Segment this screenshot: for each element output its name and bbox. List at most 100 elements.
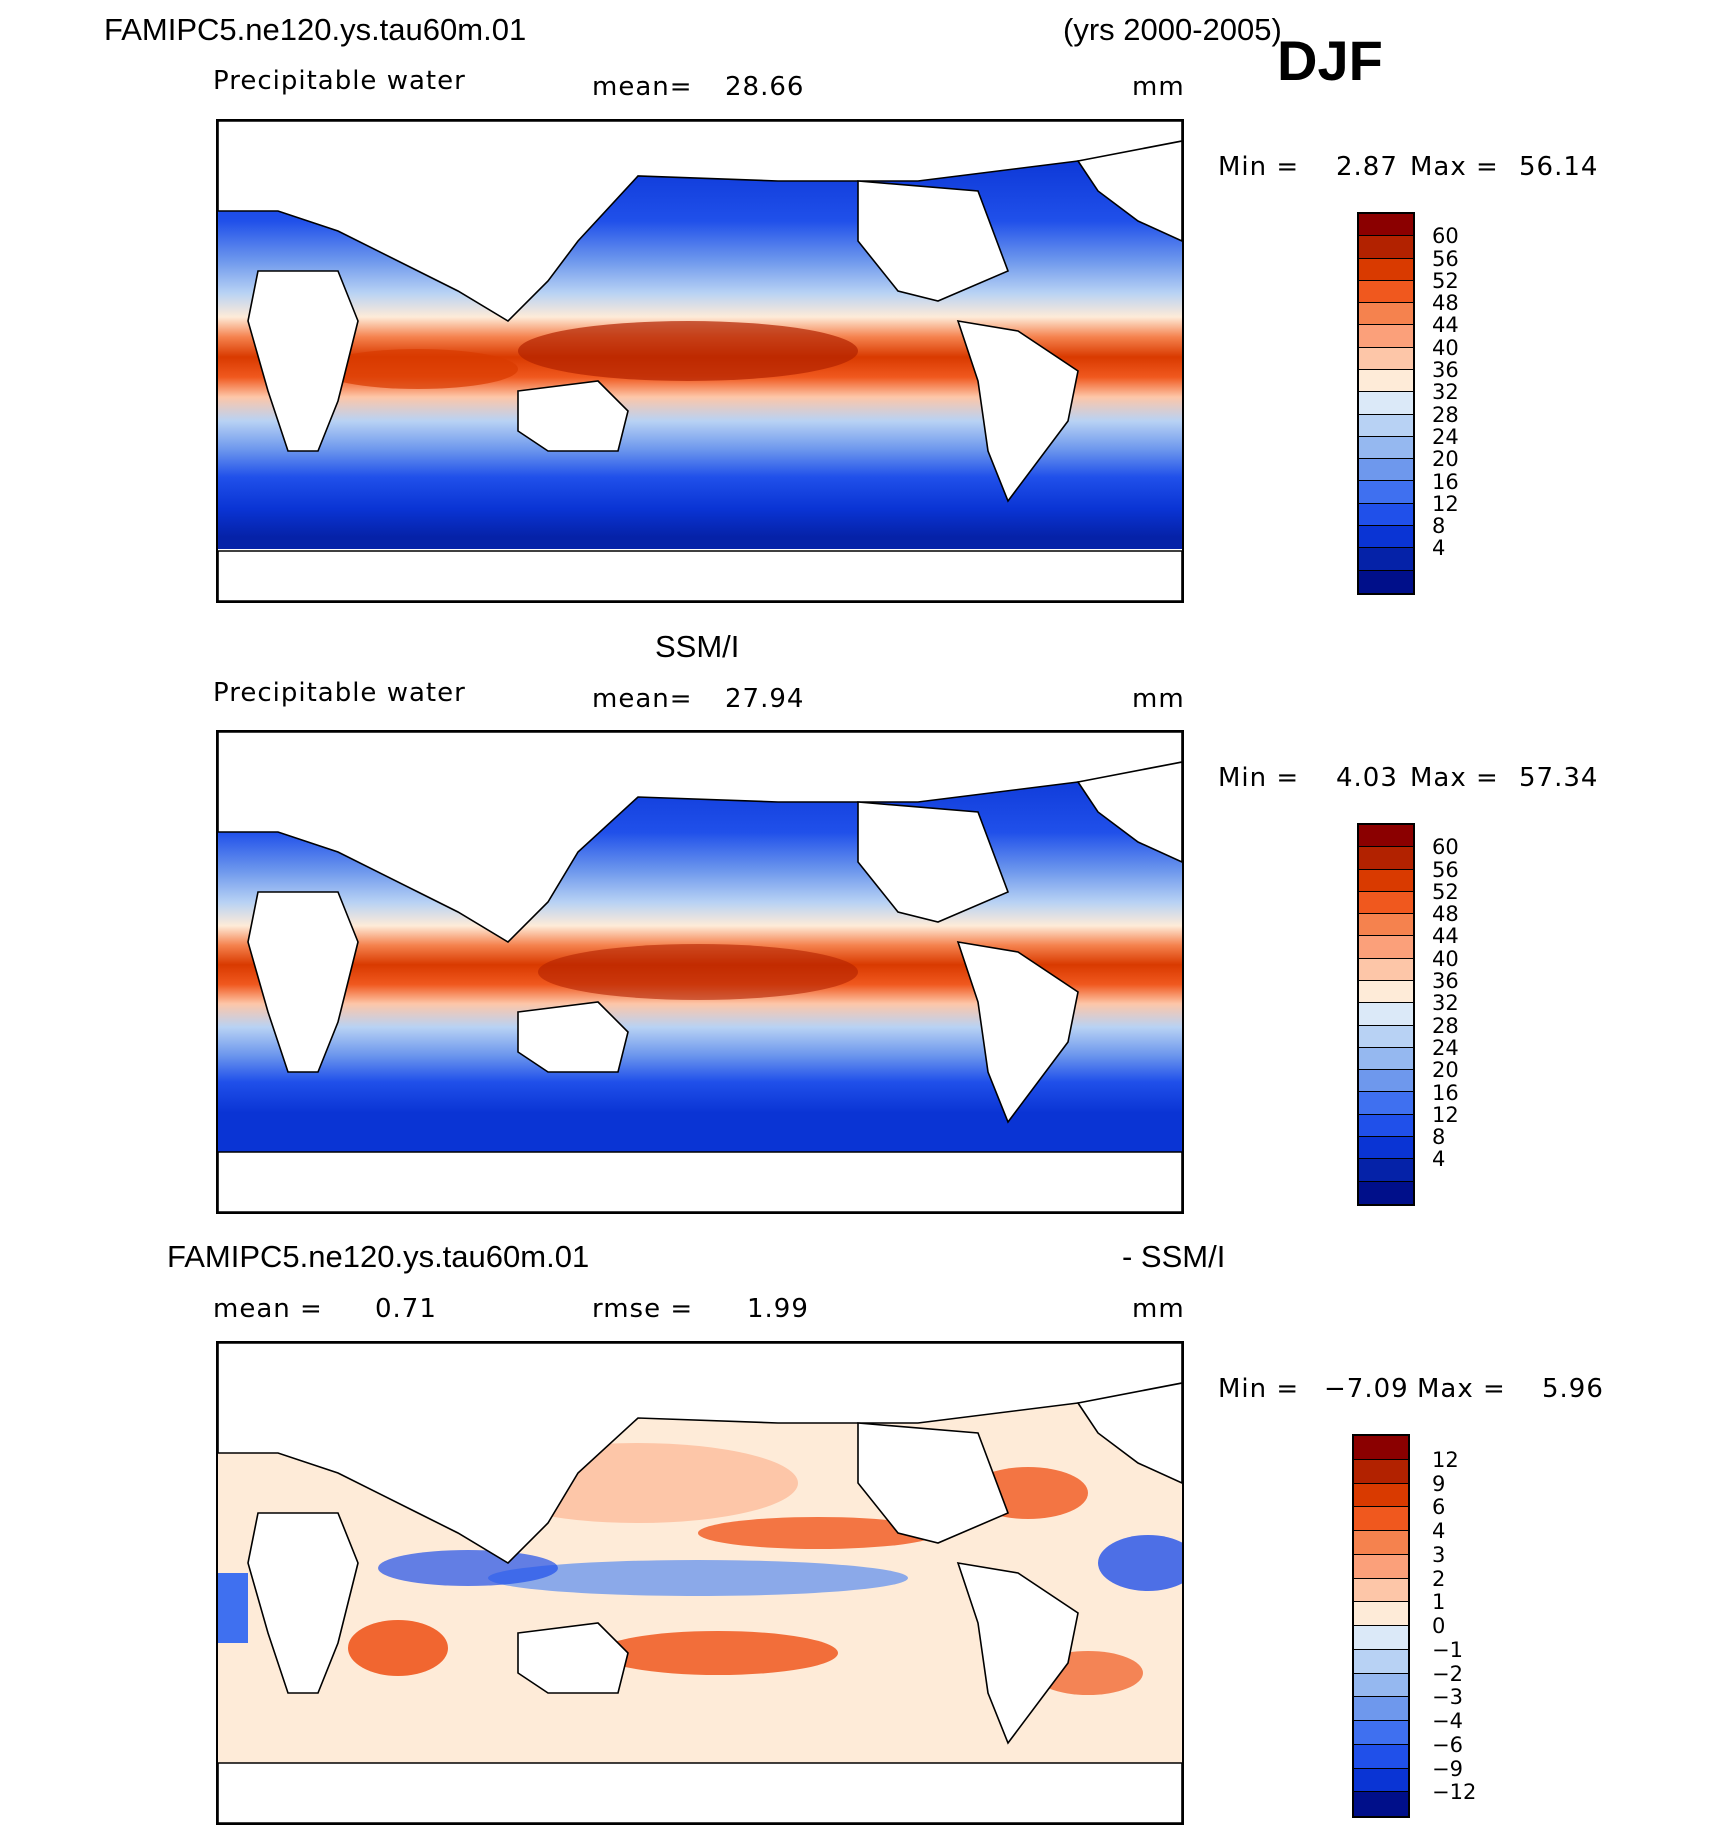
colorbar-swatch	[1354, 1768, 1408, 1793]
colorbar-swatch	[1354, 1507, 1408, 1531]
colorbar-swatch	[1359, 958, 1413, 981]
colorbar-swatch	[1359, 1136, 1413, 1160]
colorbar-swatch	[1354, 1436, 1408, 1460]
colorbar-swatch	[1359, 369, 1413, 393]
colorbar-tick-label: 52	[1432, 268, 1459, 293]
colorbar-swatch	[1359, 847, 1413, 870]
panel3-max-value: 5.96	[1542, 1374, 1604, 1404]
panel3-title-right: - SSM/I	[1122, 1239, 1226, 1274]
colorbar-swatch	[1359, 1070, 1413, 1093]
colorbar-tick-label: 44	[1432, 313, 1459, 338]
colorbar-swatch	[1359, 1047, 1413, 1071]
colorbar-swatch	[1359, 1181, 1413, 1204]
colorbar-tick-label: 28	[1432, 402, 1459, 427]
colorbar-swatch	[1359, 325, 1413, 348]
panel1-max-label: Max =	[1410, 152, 1499, 182]
colorbar-tick-label: 8	[1432, 1125, 1446, 1150]
panel3-title-left: FAMIPC5.ne120.ys.tau60m.01	[167, 1239, 590, 1274]
colorbar-swatch	[1354, 1744, 1408, 1769]
colorbar-tick-label: 20	[1432, 447, 1459, 472]
colorbar-swatch	[1359, 214, 1413, 237]
colorbar-tick-label: 3	[1432, 1542, 1446, 1567]
colorbar-swatch	[1359, 347, 1413, 370]
panel1-variable: Precipitable water	[213, 66, 466, 96]
panel1-warm-pool	[518, 321, 858, 381]
panel2-land	[218, 732, 1182, 1212]
colorbar-tick-label: 1	[1432, 1590, 1446, 1615]
panel3-units: mm	[1132, 1294, 1185, 1324]
colorbar-tick-label: −12	[1432, 1780, 1477, 1805]
panel1-land	[218, 121, 1182, 601]
panel3-min-value: −7.09	[1324, 1374, 1409, 1404]
panel3-spcz-pos	[598, 1631, 838, 1675]
colorbar-tick-label: 8	[1432, 514, 1446, 539]
season-label: DJF	[1277, 29, 1383, 92]
panel2-mean-value: 27.94	[725, 684, 805, 714]
colorbar-swatch	[1354, 1697, 1408, 1721]
colorbar-swatch	[1354, 1626, 1408, 1650]
colorbar-tick-label: 12	[1432, 1447, 1459, 1472]
colorbar-swatch	[1359, 258, 1413, 281]
colorbar-tick-label: 52	[1432, 879, 1459, 904]
panel3-max-label: Max =	[1417, 1374, 1506, 1404]
colorbar-swatch	[1359, 280, 1413, 304]
colorbar-tick-label: 24	[1432, 1035, 1459, 1060]
panel3-west-neg	[218, 1573, 248, 1643]
panel3-indian-neg	[378, 1550, 558, 1586]
colorbar-tick-label: 6	[1432, 1495, 1446, 1520]
colorbar-tick-label: 28	[1432, 1013, 1459, 1038]
colorbar-tick-label: 4	[1432, 1147, 1446, 1172]
panel3-rmse-label: rmse =	[592, 1294, 694, 1324]
colorbar-tick-label: 12	[1432, 491, 1459, 516]
colorbar-swatch	[1359, 869, 1413, 892]
colorbar-tick-label: 32	[1432, 991, 1459, 1016]
panel1-min-label: Min =	[1218, 152, 1300, 182]
colorbar-tick-label: 60	[1432, 835, 1459, 860]
colorbar-swatch	[1354, 1721, 1408, 1745]
panel2-map	[216, 730, 1184, 1214]
colorbar-swatch	[1354, 1649, 1408, 1674]
colorbar-swatch	[1359, 236, 1413, 259]
panel1-min-value: 2.87	[1336, 152, 1398, 182]
colorbar-swatch	[1359, 459, 1413, 482]
colorbar-tick-label: 24	[1432, 424, 1459, 449]
panel1-mean-label: mean=	[592, 72, 693, 102]
colorbar-swatch	[1354, 1673, 1408, 1698]
colorbar-swatch	[1359, 392, 1413, 415]
panel3-swio-pos	[348, 1620, 448, 1676]
colorbar-swatch	[1359, 303, 1413, 326]
colorbar-tick-label: 56	[1432, 246, 1459, 271]
colorbar-swatch	[1359, 1114, 1413, 1137]
colorbar-swatch	[1354, 1554, 1408, 1579]
colorbar-tick-label: 60	[1432, 224, 1459, 249]
colorbar-swatch	[1359, 980, 1413, 1004]
colorbar-tick-label: 16	[1432, 1080, 1459, 1105]
panel2-mean-label: mean=	[592, 684, 693, 714]
colorbar-tick-label: 48	[1432, 291, 1459, 316]
colorbar-swatch	[1354, 1483, 1408, 1508]
colorbar-swatch	[1359, 503, 1413, 526]
panel1-map	[216, 119, 1184, 603]
panel1-colorbar	[1357, 212, 1415, 595]
colorbar-tick-label: −2	[1432, 1661, 1463, 1686]
panel2-colorbar	[1357, 823, 1415, 1206]
panel1-units: mm	[1132, 72, 1185, 102]
colorbar-tick-label: 44	[1432, 924, 1459, 949]
colorbar-tick-label: 2	[1432, 1566, 1446, 1591]
panel3-eq-neg	[488, 1560, 908, 1596]
colorbar-tick-label: −1	[1432, 1637, 1463, 1662]
colorbar-swatch	[1359, 1159, 1413, 1182]
colorbar-swatch	[1359, 481, 1413, 504]
colorbar-tick-label: 40	[1432, 335, 1459, 360]
colorbar-swatch	[1359, 825, 1413, 848]
colorbar-swatch	[1359, 1025, 1413, 1048]
panel3-mean-value: 0.71	[375, 1294, 437, 1324]
panel1-map-svg	[218, 121, 1182, 601]
colorbar-swatch	[1359, 914, 1413, 937]
colorbar-swatch	[1354, 1578, 1408, 1603]
colorbar-tick-label: −6	[1432, 1732, 1463, 1757]
panel2-max-label: Max =	[1410, 763, 1499, 793]
colorbar-tick-label: 4	[1432, 536, 1446, 561]
colorbar-tick-label: −9	[1432, 1756, 1463, 1781]
panel2-map-svg	[218, 732, 1182, 1212]
